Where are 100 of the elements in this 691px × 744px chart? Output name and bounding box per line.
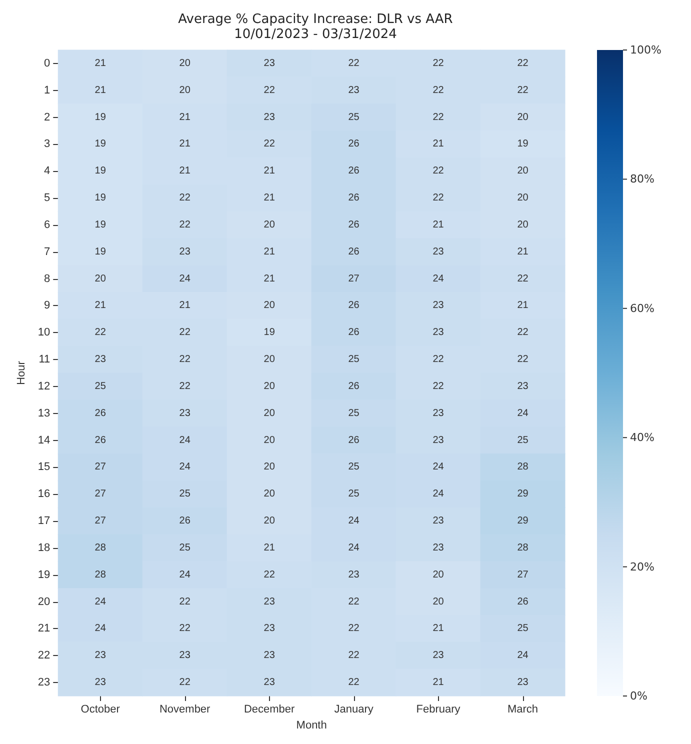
data-label: 22 xyxy=(179,354,191,366)
data-label: 22 xyxy=(517,327,529,338)
y-tick-label: 18 xyxy=(38,542,50,554)
data-label: 29 xyxy=(517,516,529,527)
data-label: 24 xyxy=(94,596,106,608)
data-label: 22 xyxy=(432,84,444,96)
data-label: 25 xyxy=(179,542,191,554)
data-label: 20 xyxy=(264,300,276,312)
data-label: 25 xyxy=(179,488,191,500)
data-label: 23 xyxy=(432,300,444,312)
data-label: 21 xyxy=(264,192,276,204)
data-label: 29 xyxy=(517,488,529,500)
data-label: 26 xyxy=(179,516,191,527)
data-label: 22 xyxy=(348,596,360,608)
data-label: 23 xyxy=(94,677,106,688)
data-label: 19 xyxy=(94,192,106,204)
data-label: 19 xyxy=(94,246,106,258)
y-tick-label: 23 xyxy=(38,676,50,689)
y-tick-label: 9 xyxy=(44,300,50,312)
data-label: 20 xyxy=(264,219,276,230)
data-label: 21 xyxy=(264,166,276,177)
data-label: 22 xyxy=(432,192,444,204)
color-bar-label: 0% xyxy=(630,690,648,702)
x-tick-label: October xyxy=(80,704,120,716)
y-tick-label: 5 xyxy=(44,192,50,204)
data-label: 20 xyxy=(264,516,276,527)
data-label: 23 xyxy=(432,542,444,554)
data-label: 28 xyxy=(94,569,106,580)
data-label: 19 xyxy=(94,138,106,150)
data-label: 28 xyxy=(517,462,529,473)
data-label: 23 xyxy=(264,650,276,662)
data-label: 22 xyxy=(432,166,444,177)
data-label: 22 xyxy=(348,623,360,634)
data-label: 23 xyxy=(517,677,529,688)
data-label: 26 xyxy=(348,138,360,150)
data-label: 21 xyxy=(517,300,529,312)
data-label: 24 xyxy=(517,650,529,662)
y-tick-label: 13 xyxy=(38,407,50,420)
data-label: 24 xyxy=(179,434,191,446)
data-label: 22 xyxy=(348,677,360,688)
data-label: 21 xyxy=(517,246,529,258)
y-tick-label: 16 xyxy=(38,488,50,500)
data-label: 22 xyxy=(179,192,191,204)
data-label: 20 xyxy=(517,219,529,230)
data-label: 26 xyxy=(348,246,360,258)
data-label: 23 xyxy=(94,354,106,366)
data-label: 21 xyxy=(179,300,191,312)
data-label: 22 xyxy=(517,84,529,96)
data-label: 23 xyxy=(179,650,191,662)
y-tick-label: 21 xyxy=(38,622,50,635)
data-label: 20 xyxy=(264,380,276,392)
color-bar-label: 100% xyxy=(630,44,662,56)
color-bar-label: 80% xyxy=(630,172,654,186)
data-label: 24 xyxy=(432,488,444,500)
data-label: 19 xyxy=(94,166,106,177)
data-label: 20 xyxy=(94,273,106,284)
data-label: 20 xyxy=(517,192,529,204)
x-axis-title: Month xyxy=(296,720,327,732)
data-label: 21 xyxy=(94,300,106,312)
data-label: 27 xyxy=(94,516,106,527)
data-label: 22 xyxy=(432,58,444,69)
chart-subtitle: 10/01/2023 - 03/31/2024 xyxy=(234,27,397,42)
y-tick-label: 17 xyxy=(38,515,50,528)
data-label: 23 xyxy=(432,327,444,338)
data-label: 26 xyxy=(348,380,360,392)
data-label: 25 xyxy=(517,623,529,634)
y-tick-label: 8 xyxy=(44,272,50,285)
data-label: 26 xyxy=(517,596,529,608)
y-tick-label: 20 xyxy=(38,596,50,608)
data-label: 22 xyxy=(348,58,360,69)
data-label: 22 xyxy=(179,219,191,230)
data-label: 24 xyxy=(432,273,444,284)
data-label: 21 xyxy=(432,623,444,634)
data-label: 20 xyxy=(179,58,191,69)
data-label: 23 xyxy=(264,596,276,608)
data-label: 28 xyxy=(517,542,529,554)
data-label: 23 xyxy=(432,408,444,419)
x-tick-label: February xyxy=(416,704,461,716)
data-label: 22 xyxy=(179,327,191,338)
data-label: 21 xyxy=(264,542,276,554)
data-label: 20 xyxy=(264,488,276,500)
color-bar-label: 40% xyxy=(630,431,654,444)
data-label: 24 xyxy=(179,462,191,473)
data-label: 25 xyxy=(348,112,360,123)
data-label: 25 xyxy=(348,488,360,500)
data-label: 22 xyxy=(264,569,276,580)
data-label: 26 xyxy=(348,434,360,446)
data-label: 28 xyxy=(94,542,106,554)
x-tick-label: December xyxy=(244,704,296,716)
data-label: 21 xyxy=(94,58,106,69)
y-tick-label: 6 xyxy=(44,218,50,231)
y-tick-label: 4 xyxy=(44,165,50,178)
data-label: 24 xyxy=(179,569,191,580)
data-label: 22 xyxy=(432,380,444,392)
data-label: 20 xyxy=(179,84,191,96)
y-tick-label: 10 xyxy=(38,326,50,339)
data-label: 21 xyxy=(432,677,444,688)
data-label: 22 xyxy=(517,58,529,69)
data-label: 22 xyxy=(348,650,360,662)
color-bar-label: 20% xyxy=(630,560,654,574)
